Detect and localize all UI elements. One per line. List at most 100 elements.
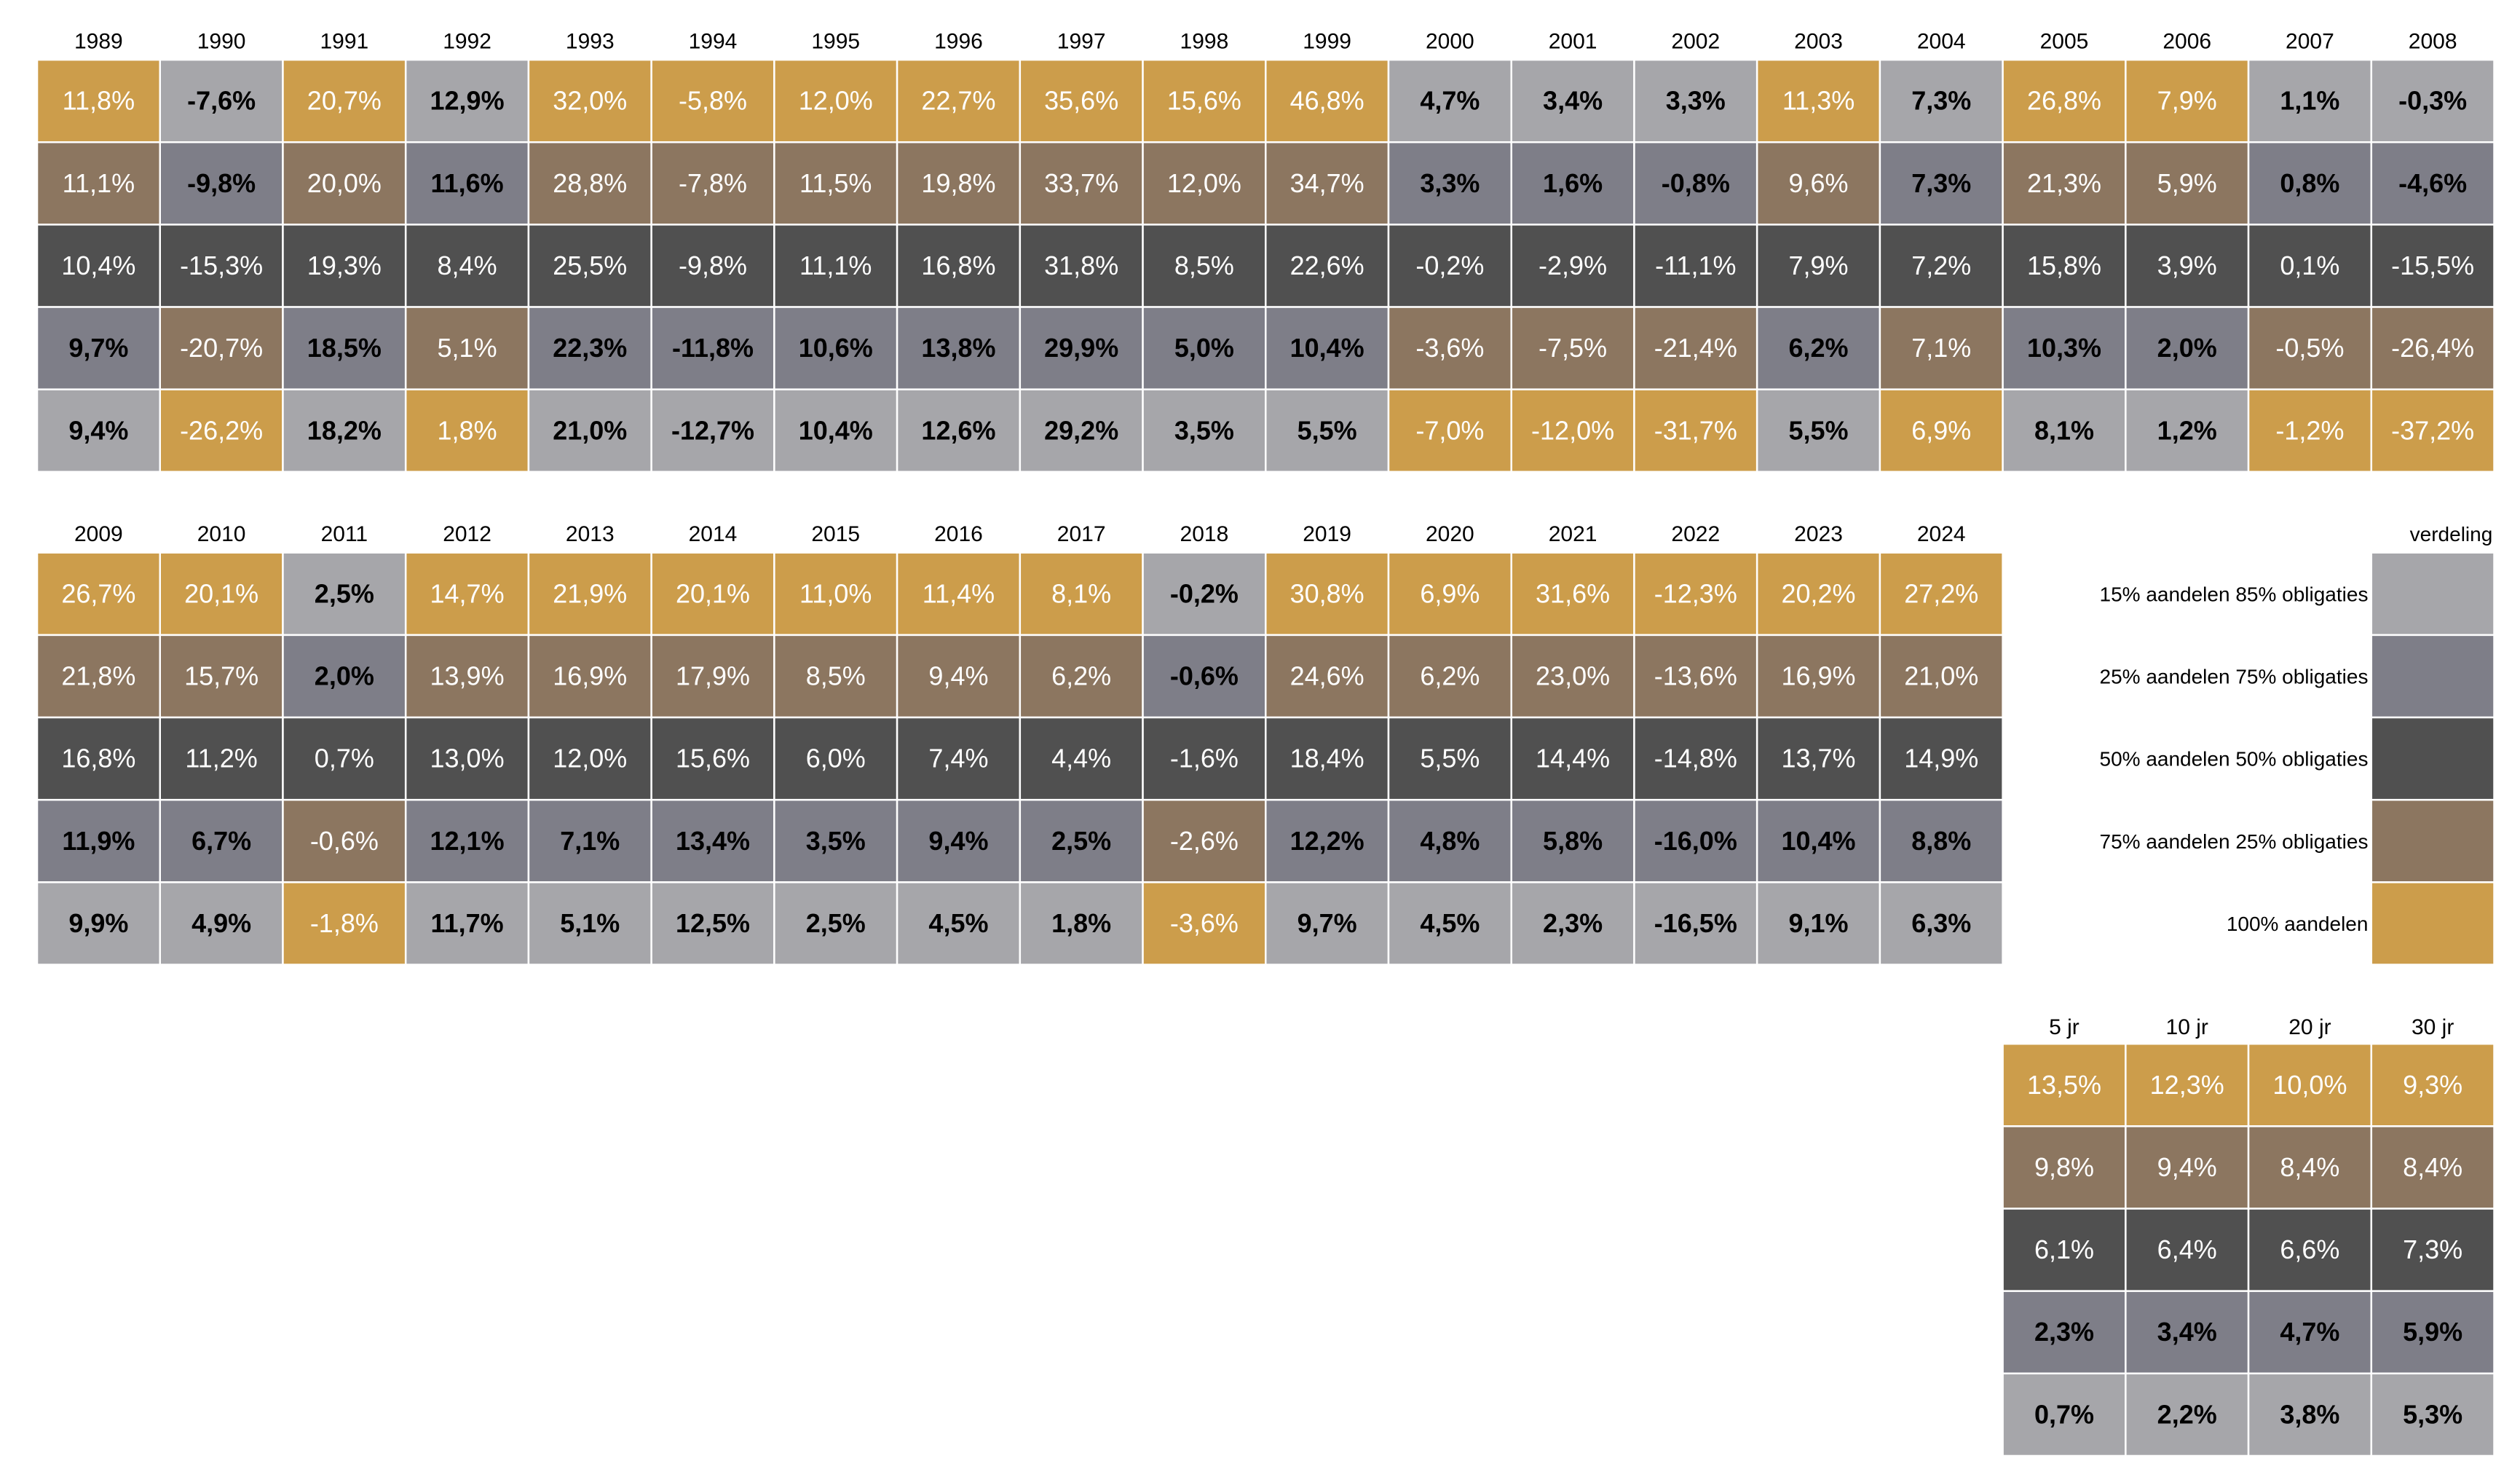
return-cell [1879,798,2004,883]
return-value: 2,5% [315,578,374,608]
return-cell [1142,141,1267,226]
column-header: 10 jr [2166,1015,2208,1039]
column-header: 30 jr [2412,1015,2454,1039]
return-value: 10,4% [799,415,873,445]
return-value: 1,1% [2280,86,2339,116]
return-value: -31,7% [1654,415,1737,445]
return-value: -9,8% [679,251,747,280]
return-value: 8,1% [1051,578,1111,608]
return-value: 11,7% [431,908,504,938]
return-cell [36,881,162,966]
return-cell [36,141,162,226]
return-cell [1265,798,1390,883]
return-cell [1387,58,1512,143]
return-value: 5,9% [2157,168,2217,198]
return-value: -1,8% [310,908,379,938]
return-value: 8,5% [1174,251,1234,280]
return-value: -0,6% [1170,661,1239,690]
return-value: 9,4% [68,415,128,445]
return-value: 32,0% [553,86,627,116]
return-cell [2370,1042,2495,1127]
column-header: 1997 [1057,30,1106,54]
return-cell [527,141,652,226]
column-header: 2017 [1057,522,1106,546]
return-cell [1387,388,1512,473]
return-cell [1387,881,1512,966]
return-cell [650,224,775,308]
return-value: 18,5% [307,333,382,363]
legend-swatch [2370,716,2495,801]
return-cell [773,388,898,473]
return-value: 15,6% [1167,86,1241,116]
return-value: 4,7% [1420,86,1480,116]
return-value: 21,0% [553,415,627,445]
return-cell [1142,58,1267,143]
return-cell [282,306,407,390]
return-cell [2247,58,2373,143]
column-header: 2020 [1426,522,1474,546]
return-cell [404,58,530,143]
return-value: 13,5% [2027,1070,2101,1100]
return-cell [1633,634,1758,719]
return-cell [896,716,1022,801]
legend-label: 100% aandelen [2227,913,2369,935]
return-cell [1755,634,1881,719]
return-value: -11,8% [672,333,754,363]
return-value: 2,5% [806,908,866,938]
return-value: -12,3% [1654,578,1737,608]
return-value: 15,6% [676,744,750,773]
return-value: 2,3% [1543,908,1603,938]
return-value: 7,3% [2403,1234,2462,1264]
return-value: -13,6% [1654,661,1737,690]
return-cell [773,58,898,143]
return-cell [404,306,530,390]
return-value: 10,3% [2027,333,2101,363]
return-cell [896,306,1022,390]
return-value: 29,2% [1044,415,1118,445]
return-cell [2125,306,2250,390]
legend-title: verdeling [2410,523,2493,546]
return-cell [282,634,407,719]
return-value: 8,4% [438,251,497,280]
return-value: 11,8% [63,86,135,116]
return-cell [1510,306,1635,390]
return-cell [650,634,775,719]
return-cell [404,388,530,473]
return-value: 11,3% [1782,86,1855,116]
return-cell [1879,881,2004,966]
legend-label: 50% aandelen 50% obligaties [2100,748,2369,771]
return-cell [1142,716,1267,801]
return-value: 0,7% [2034,1399,2094,1429]
return-cell [1265,224,1390,308]
column-header: 2007 [2286,30,2334,54]
return-cell [527,551,652,637]
return-value: -21,4% [1654,333,1737,363]
column-header: 1990 [197,30,246,54]
return-cell [1633,388,1758,473]
return-value: 10,4% [61,251,135,280]
column-header: 2009 [74,522,123,546]
column-header: 5 jr [2049,1015,2079,1039]
return-cell [1019,141,1144,226]
return-value: 8,8% [1911,826,1971,856]
return-value: 11,9% [62,826,135,856]
return-value: 6,4% [2157,1234,2217,1264]
return-value: 7,1% [560,826,620,856]
column-header: 2002 [1671,30,1720,54]
column-header: 2019 [1303,522,1351,546]
return-value: 13,7% [1781,744,1855,773]
return-value: 9,9% [68,908,128,938]
return-value: 18,2% [307,415,382,445]
return-value: 0,7% [315,744,374,773]
return-cell [1755,881,1881,966]
return-value: -20,7% [180,333,263,363]
return-cell [404,224,530,308]
return-value: 46,8% [1290,86,1364,116]
return-value: 9,4% [928,661,988,690]
return-value: 12,0% [1167,168,1241,198]
column-header: 1989 [74,30,123,54]
return-value: 20,2% [1781,578,1855,608]
return-value: 9,8% [2034,1152,2094,1182]
return-value: 12,3% [2150,1070,2224,1100]
return-cell [159,224,284,308]
